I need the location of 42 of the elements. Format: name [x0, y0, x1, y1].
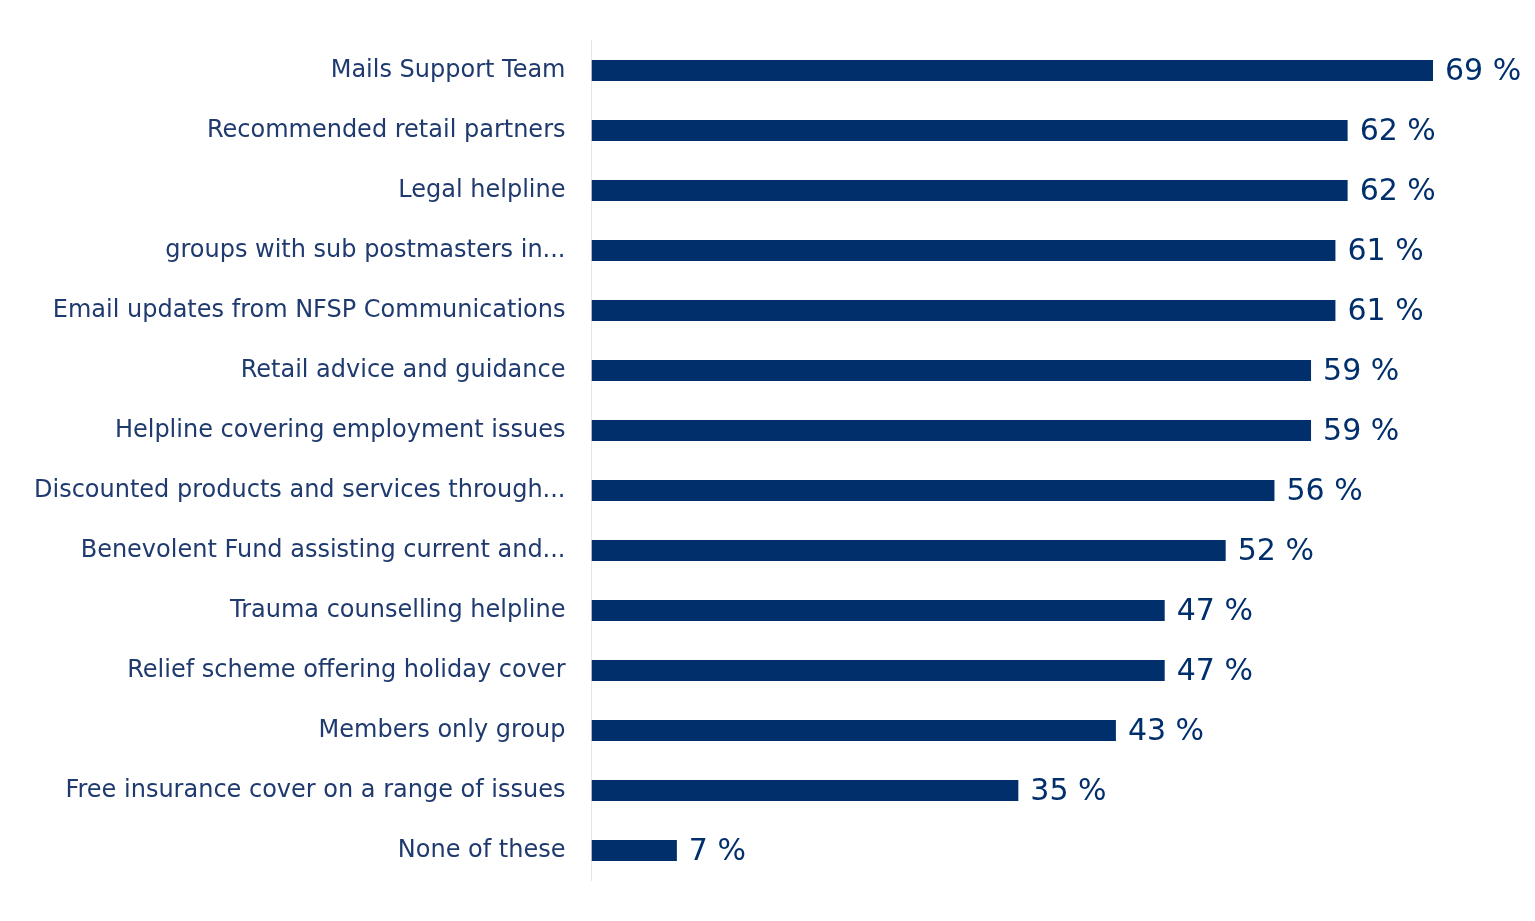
y-tick-label: Mails Support Team: [330, 54, 566, 83]
y-tick-label: Email updates from NFSP Communications: [52, 294, 566, 323]
data-label: 56 %: [1286, 472, 1363, 508]
bar: [591, 59, 1433, 81]
bar: [591, 840, 677, 862]
bar: [591, 480, 1275, 502]
data-label: 61 %: [1347, 232, 1424, 268]
bar: [591, 299, 1336, 321]
y-tick-label: Helpline covering employment issues: [114, 414, 566, 443]
y-tick-label: None of these: [397, 834, 566, 863]
data-label: 43 %: [1127, 712, 1205, 748]
bar: [591, 720, 1116, 742]
y-tick-label: Legal helpline: [398, 174, 566, 203]
y-tick-label: Recommended retail partners: [206, 114, 566, 143]
y-tick-label: Relief scheme offering holiday cover: [127, 654, 566, 683]
data-label: 35 %: [1030, 772, 1107, 808]
data-label: 62 %: [1359, 172, 1436, 208]
data-label: 69 %: [1445, 52, 1522, 88]
data-label: 47 %: [1176, 652, 1253, 688]
bar: [591, 600, 1165, 622]
y-tick-label: Trauma counselling helpline: [229, 594, 566, 623]
data-label: 59 %: [1323, 412, 1400, 448]
y-tick-label: Benevolent Fund assisting current and...: [80, 534, 566, 563]
data-label: 61 %: [1347, 292, 1424, 328]
data-label: 47 %: [1176, 592, 1253, 628]
data-label: 59 %: [1323, 352, 1400, 388]
y-tick-label: Retail advice and guidance: [240, 354, 566, 383]
y-tick-label: Free insurance cover on a range of issues: [65, 774, 566, 803]
data-label: 62 %: [1359, 112, 1436, 148]
bar: [591, 419, 1312, 441]
data-label: 7 %: [688, 832, 747, 868]
data-label: 52 %: [1237, 532, 1314, 568]
bar: [591, 660, 1165, 682]
bar: [591, 359, 1312, 381]
bar: [591, 780, 1019, 802]
bar: [591, 239, 1336, 261]
bar: [591, 179, 1348, 201]
bar: [591, 119, 1348, 141]
y-tick-label: Members only group: [318, 714, 566, 743]
bar: [591, 540, 1226, 562]
y-tick-label: Discounted products and services through...: [33, 474, 566, 503]
y-tick-label: groups with sub postmasters in...: [165, 234, 566, 263]
